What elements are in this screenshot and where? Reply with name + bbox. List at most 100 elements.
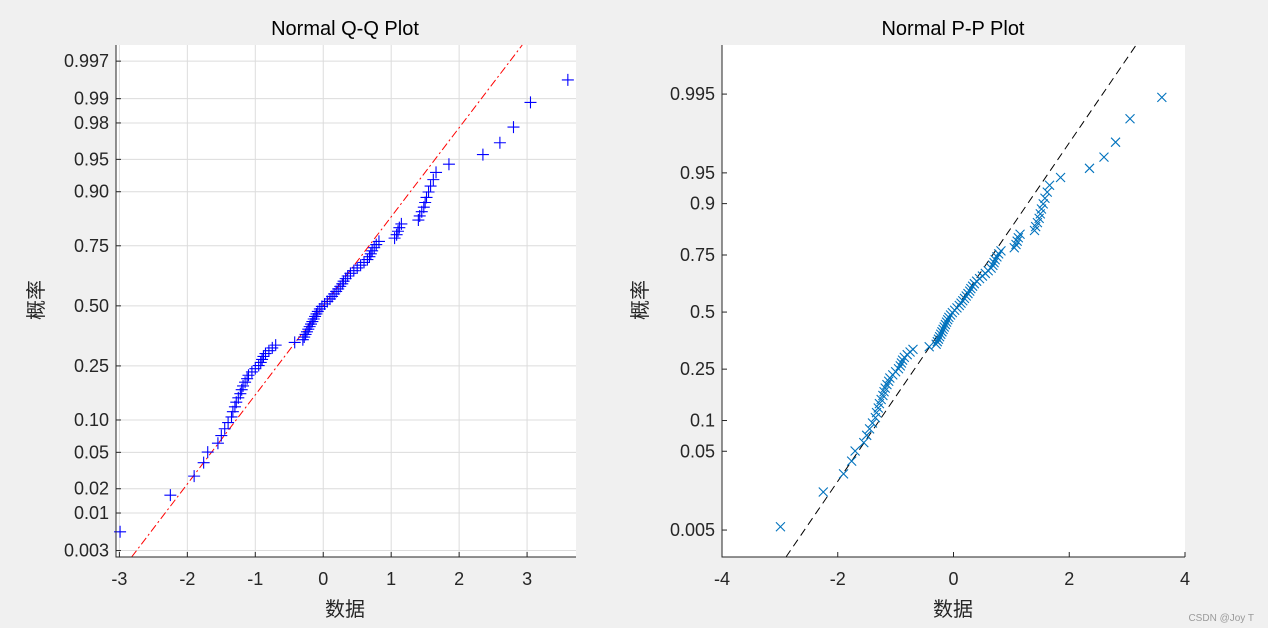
qq-point — [254, 356, 267, 369]
qq-point — [225, 410, 238, 423]
pp-point — [1038, 198, 1049, 209]
qq-point — [201, 446, 214, 459]
qq-point — [218, 422, 231, 435]
pp-point — [940, 319, 951, 330]
qq-point — [424, 180, 437, 193]
qq-point — [493, 136, 506, 149]
qq-point — [300, 325, 313, 338]
pp-point — [880, 383, 891, 394]
pp-point — [987, 260, 998, 271]
qq-xtick-label: 2 — [454, 569, 464, 589]
pp-point — [882, 379, 892, 390]
pp-point — [1055, 172, 1066, 183]
qq-ytick-label: 0.997 — [64, 51, 109, 71]
pp-xtick-label: 2 — [1064, 569, 1074, 589]
qq-point — [507, 121, 520, 134]
qq-point — [245, 365, 258, 378]
qq-point — [298, 331, 311, 344]
pp-point — [879, 386, 889, 397]
pp-point — [896, 358, 907, 368]
pp-point — [992, 251, 1002, 262]
qq-point — [257, 350, 270, 363]
pp-point — [989, 257, 999, 268]
qq-ytick-label: 0.50 — [74, 296, 109, 316]
pp-point — [775, 521, 786, 532]
qq-point — [442, 158, 455, 171]
pp-point — [864, 423, 875, 434]
pp-point — [937, 326, 947, 337]
pp-xtick-label: 0 — [948, 569, 958, 589]
pp-ytick-label: 0.995 — [670, 84, 715, 104]
pp-point — [986, 263, 997, 273]
pp-point — [908, 344, 918, 355]
pp-point — [1110, 137, 1121, 148]
pp-point — [878, 390, 888, 401]
qq-ytick-label: 0.01 — [74, 503, 109, 523]
qq-point — [318, 297, 331, 310]
qq-ytick-label: 0.99 — [74, 89, 109, 109]
qq-points — [114, 73, 574, 538]
qq-point — [368, 241, 381, 254]
qq-point — [302, 323, 315, 336]
qq-title: Normal Q-Q Plot — [271, 18, 419, 40]
pp-point — [1011, 239, 1021, 250]
qq-x-ticks: -3 -2 -1 0 1 2 3 — [111, 552, 532, 589]
qq-point — [361, 253, 374, 266]
pp-point — [1099, 152, 1109, 162]
qq-plot-axes: -3 -2 -1 0 1 2 3 0.003 0.01 0.02 0.05 0.10 0.25 0.50… — [25, 18, 576, 621]
pp-point — [1084, 163, 1095, 174]
pp-ylabel: 概率 — [629, 280, 652, 320]
qq-point — [427, 173, 440, 186]
qq-point — [226, 405, 239, 418]
qq-xtick-label: 3 — [522, 569, 532, 589]
qq-point — [341, 269, 354, 282]
qq-point — [252, 359, 265, 372]
qq-point — [310, 307, 323, 320]
pp-point — [818, 487, 829, 497]
pp-point — [964, 286, 975, 297]
pp-plot-area — [722, 45, 1185, 557]
qq-point — [249, 362, 262, 375]
pp-point — [934, 331, 945, 342]
pp-xtick-label: 4 — [1180, 569, 1190, 589]
pp-point — [941, 317, 952, 328]
qq-y-ticks: 0.003 0.01 0.02 0.05 0.10 0.25 0.50 0.75 0.90 0.9… — [64, 51, 121, 561]
qq-ytick-label: 0.25 — [74, 356, 109, 376]
pp-ytick-label: 0.9 — [690, 194, 715, 214]
pp-point — [933, 334, 944, 345]
pp-point — [895, 360, 906, 371]
pp-ytick-label: 0.1 — [690, 411, 715, 431]
pp-point — [850, 446, 861, 456]
pp-ytick-label: 0.75 — [680, 245, 715, 265]
qq-point — [524, 96, 537, 109]
pp-point — [1044, 180, 1055, 191]
qq-point — [296, 333, 309, 346]
qq-point — [476, 148, 489, 161]
pp-xtick-label: -2 — [830, 569, 846, 589]
pp-ytick-label: 0.5 — [690, 302, 715, 322]
qq-point — [228, 400, 241, 413]
qq-point — [313, 302, 326, 315]
pp-title: Normal P-P Plot — [881, 18, 1024, 40]
qq-point — [419, 196, 432, 209]
qq-point — [242, 369, 255, 382]
qq-point — [241, 372, 254, 385]
pp-point — [935, 329, 946, 340]
qq-point — [358, 256, 371, 269]
pp-point — [924, 341, 935, 352]
pp-plot-axes: -4 -2 0 2 4 0.0050.050.10.250.50.750.90.950.… — [629, 18, 1190, 621]
qq-xtick-label: -1 — [247, 569, 263, 589]
qq-ytick-label: 0.10 — [74, 410, 109, 430]
pp-point — [942, 314, 953, 325]
pp-point — [1125, 113, 1135, 124]
qq-point — [561, 73, 574, 86]
pp-point — [1036, 204, 1047, 214]
pp-point — [1040, 193, 1050, 204]
qq-point — [305, 318, 318, 331]
qq-point — [344, 267, 357, 280]
qq-point — [321, 295, 334, 308]
pp-point — [1015, 229, 1025, 240]
pp-point — [1156, 92, 1167, 103]
qq-point — [269, 339, 282, 352]
